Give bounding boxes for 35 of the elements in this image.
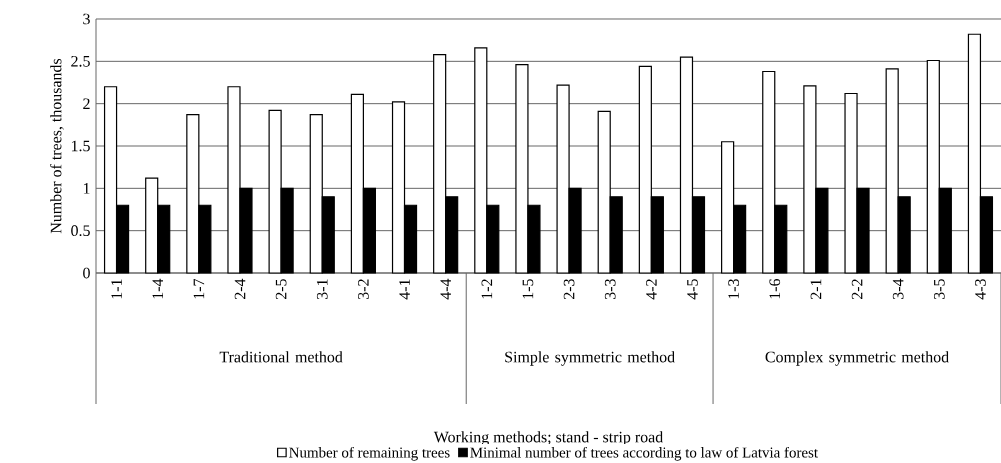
text: Complex symmetric method xyxy=(765,351,949,366)
legend-label: Minimal number of trees according to law of Latvia forest xyxy=(470,446,818,461)
x-tick-label: 3-3 xyxy=(604,279,616,299)
x-tick-label: 4-1 xyxy=(399,279,410,300)
y-tick-label: 3 xyxy=(83,13,90,25)
y-axis-title: Number of trees, thousands xyxy=(50,58,64,234)
text: Traditional method xyxy=(219,351,343,363)
y-tick-label: 0 xyxy=(83,267,90,279)
x-tick-label: 2-1 xyxy=(810,279,822,300)
y-tick-label: 2 xyxy=(83,98,90,109)
x-tick-label: 4-4 xyxy=(440,278,451,300)
x-tick-label: 3-4 xyxy=(892,278,904,299)
x-tick-label: 2-3 xyxy=(563,279,575,300)
x-tick-label: 1-7 xyxy=(193,278,205,299)
x-tick-label: 1-5 xyxy=(522,279,534,299)
x-tick-label: 4-2 xyxy=(646,279,657,300)
x-tick-label: 2-2 xyxy=(851,279,863,300)
y-tick-label: 1 xyxy=(83,183,90,194)
x-tick-label: 4-3 xyxy=(975,279,986,300)
x-tick-label: 1-1 xyxy=(111,279,122,299)
x-tick-label: 3-2 xyxy=(358,279,369,299)
x-tick-label: 3-5 xyxy=(933,279,945,299)
x-tick-label: 2-4 xyxy=(234,278,246,300)
y-tick-label: 0.5 xyxy=(71,225,90,237)
x-tick-label: 1-2 xyxy=(481,279,493,299)
x-tick-label: 1-3 xyxy=(728,279,739,299)
x-tick-label: 2-5 xyxy=(275,279,287,300)
x-tick-label: 1-4 xyxy=(152,278,163,299)
legend-label: Number of remaining trees xyxy=(289,446,450,461)
x-tick-label: 1-6 xyxy=(769,278,781,299)
x-tick-label: 4-5 xyxy=(687,279,698,300)
text: Simple symmetric method xyxy=(505,351,675,366)
y-tick-label: 1.5 xyxy=(71,140,90,152)
x-tick-label: 3-1 xyxy=(316,279,328,299)
y-tick-label: 2.5 xyxy=(71,55,90,67)
